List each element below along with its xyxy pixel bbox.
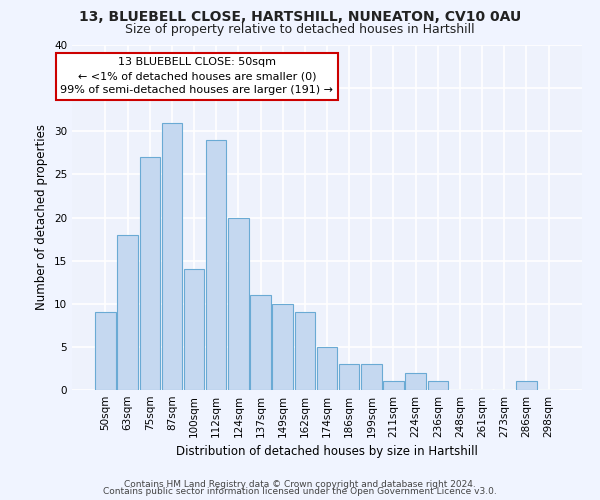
Text: Contains HM Land Registry data © Crown copyright and database right 2024.: Contains HM Land Registry data © Crown c…: [124, 480, 476, 489]
Bar: [161, 122, 182, 390]
X-axis label: Distribution of detached houses by size in Hartshill: Distribution of detached houses by size …: [176, 446, 478, 458]
Bar: [516, 382, 536, 390]
Bar: [118, 235, 138, 390]
Text: Contains public sector information licensed under the Open Government Licence v3: Contains public sector information licen…: [103, 487, 497, 496]
Bar: [295, 312, 315, 390]
Bar: [317, 347, 337, 390]
Y-axis label: Number of detached properties: Number of detached properties: [35, 124, 49, 310]
Bar: [140, 157, 160, 390]
Bar: [428, 382, 448, 390]
Bar: [361, 364, 382, 390]
Bar: [339, 364, 359, 390]
Bar: [206, 140, 226, 390]
Bar: [272, 304, 293, 390]
Bar: [184, 269, 204, 390]
Bar: [383, 382, 404, 390]
Bar: [250, 295, 271, 390]
Text: 13, BLUEBELL CLOSE, HARTSHILL, NUNEATON, CV10 0AU: 13, BLUEBELL CLOSE, HARTSHILL, NUNEATON,…: [79, 10, 521, 24]
Text: 13 BLUEBELL CLOSE: 50sqm
← <1% of detached houses are smaller (0)
99% of semi-de: 13 BLUEBELL CLOSE: 50sqm ← <1% of detach…: [61, 57, 334, 95]
Text: Size of property relative to detached houses in Hartshill: Size of property relative to detached ho…: [125, 22, 475, 36]
Bar: [228, 218, 248, 390]
Bar: [95, 312, 116, 390]
Bar: [406, 373, 426, 390]
